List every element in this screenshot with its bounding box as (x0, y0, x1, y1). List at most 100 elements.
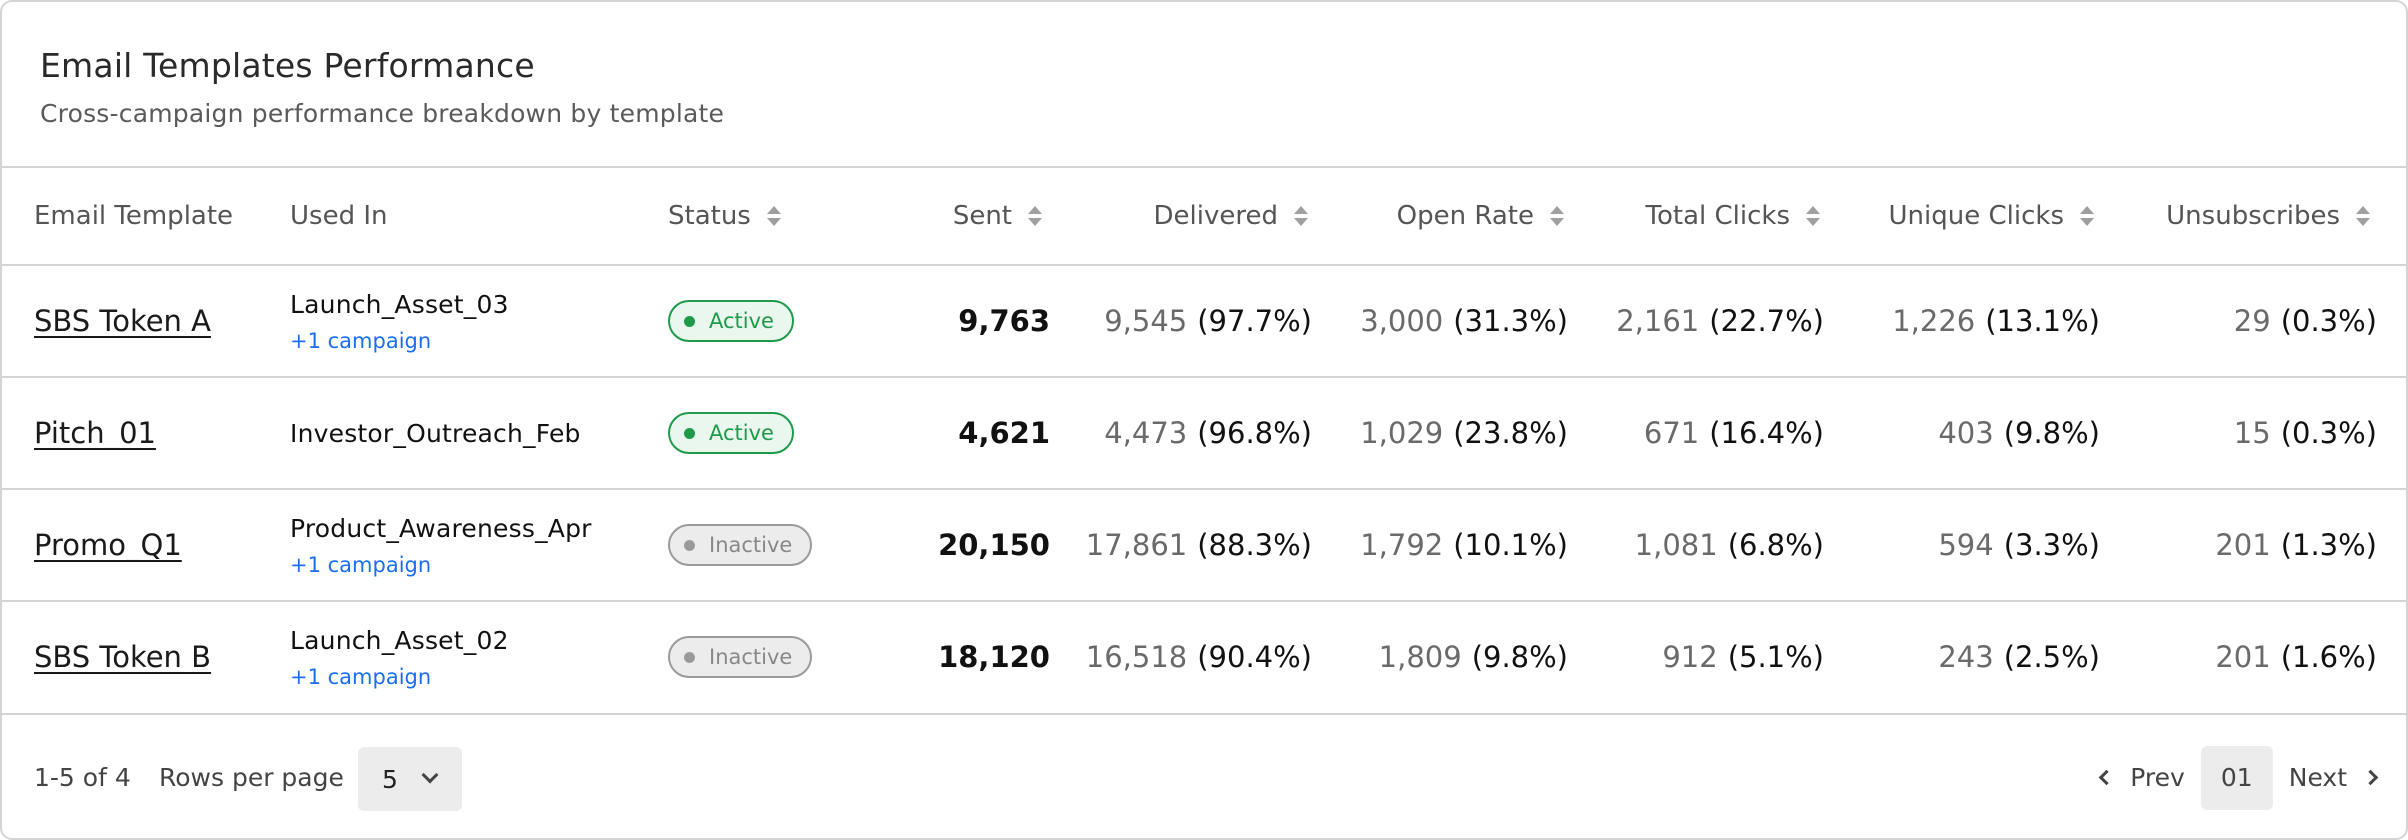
template-name-link[interactable]: Pitch_01 (34, 416, 157, 450)
status-dot-icon (684, 315, 695, 327)
status-dot-icon (684, 651, 695, 663)
column-header-unique-clicks[interactable]: Unique Clicks (1830, 168, 2094, 264)
opens-count: 3,000 (1360, 304, 1444, 338)
campaign-name: Investor_Outreach_Feb (290, 418, 581, 448)
sent-cell: 9,763 (882, 266, 1050, 376)
template-cell: SBS Token B (34, 602, 274, 712)
sort-arrows-icon[interactable] (1294, 206, 1308, 226)
delivered-cell: 4,473 (96.8%) (1062, 378, 1312, 488)
opens-count: 1,792 (1360, 528, 1444, 562)
unsubscribes-cell: 29 (0.3%) (2102, 266, 2377, 376)
unsubscribes-cell: 201 (1.3%) (2102, 490, 2377, 600)
sort-arrows-icon[interactable] (1806, 206, 1820, 226)
template-cell: Pitch_01 (34, 378, 274, 488)
sent-value: 4,621 (958, 416, 1050, 450)
clicks-count: 671 (1643, 416, 1700, 450)
open-rate-cell: 1,809 (9.8%) (1318, 602, 1568, 712)
column-header-total-clicks[interactable]: Total Clicks (1574, 168, 1820, 264)
card-header: Email Templates Performance Cross-campai… (40, 46, 724, 128)
prev-label: Prev (2130, 763, 2185, 792)
delivered-percent: (90.4%) (1197, 640, 1312, 674)
card-subtitle: Cross-campaign performance breakdown by … (40, 99, 725, 128)
column-header-unsubscribes[interactable]: Unsubscribes (2102, 168, 2370, 264)
column-header-label: Unique Clicks (1888, 201, 2064, 231)
column-header-open-rate[interactable]: Open Rate (1318, 168, 1564, 264)
column-header-label: Status (668, 201, 751, 231)
more-campaigns-link[interactable]: +1 campaign (290, 664, 432, 689)
unsubscribes-count: 201 (2215, 528, 2271, 562)
sort-arrows-icon[interactable] (1028, 206, 1042, 226)
campaign-name: Launch_Asset_03 (290, 289, 509, 319)
delivered-count: 17,861 (1085, 528, 1188, 562)
open-rate-cell: 1,029 (23.8%) (1318, 378, 1568, 488)
pagination: Prev 01 Next (2098, 715, 2379, 838)
rows-per-page-select[interactable]: 5 (358, 747, 462, 811)
total-clicks-cell: 912 (5.1%) (1574, 602, 1824, 712)
delivered-cell: 16,518 (90.4%) (1062, 602, 1312, 712)
table-row: SBS Token A Launch_Asset_03 +1 campaign … (2, 264, 2406, 376)
delivered-percent: (97.7%) (1197, 304, 1312, 338)
used-in-cell: Launch_Asset_02 +1 campaign (290, 602, 620, 712)
column-header-delivered[interactable]: Delivered (1062, 168, 1308, 264)
template-name-link[interactable]: Promo_Q1 (34, 528, 182, 562)
used-in-cell: Launch_Asset_03 +1 campaign (290, 266, 620, 376)
unique-clicks-percent: (3.3%) (2003, 528, 2100, 562)
status-label: Active (709, 421, 774, 445)
sort-arrows-icon[interactable] (2356, 206, 2370, 226)
total-clicks-cell: 2,161 (22.7%) (1574, 266, 1824, 376)
table-footer: 1-5 of 4 Rows per page 5 Prev 01 Next (2, 713, 2406, 838)
status-cell: Inactive (668, 602, 898, 712)
current-page-button[interactable]: 01 (2200, 745, 2273, 810)
status-dot-icon (684, 427, 695, 439)
sent-cell: 4,621 (882, 378, 1050, 488)
unsubscribes-count: 201 (2215, 640, 2271, 674)
template-name-link[interactable]: SBS Token A (34, 304, 211, 338)
next-label: Next (2288, 763, 2347, 792)
unique-clicks-percent: (2.5%) (2003, 640, 2100, 674)
chevron-left-icon (2098, 769, 2115, 786)
column-header-label: Total Clicks (1645, 201, 1791, 231)
column-header-used-in: Used In (290, 168, 620, 264)
sort-arrows-icon[interactable] (1550, 206, 1564, 226)
delivered-percent: (88.3%) (1197, 528, 1312, 562)
sort-arrows-icon[interactable] (2080, 206, 2094, 226)
open-rate-percent: (10.1%) (1453, 528, 1568, 562)
status-dot-icon (684, 539, 695, 551)
unsubscribes-percent: (0.3%) (2280, 416, 2377, 450)
template-name-link[interactable]: SBS Token B (34, 640, 212, 674)
clicks-count: 2,161 (1616, 304, 1700, 338)
pagination-range: 1-5 of 4 (34, 763, 131, 792)
status-label: Active (709, 309, 774, 333)
open-rate-percent: (9.8%) (1471, 640, 1568, 674)
column-header-status[interactable]: Status (668, 168, 898, 264)
status-cell: Active (668, 378, 898, 488)
clicks-percent: (16.4%) (1709, 416, 1824, 450)
column-header-sent[interactable]: Sent (882, 168, 1042, 264)
more-campaigns-link[interactable]: +1 campaign (290, 552, 432, 577)
unsubscribes-percent: (0.3%) (2280, 304, 2377, 338)
status-label: Inactive (709, 645, 793, 669)
status-cell: Inactive (668, 490, 898, 600)
more-campaigns-link[interactable]: +1 campaign (290, 328, 432, 353)
unique-clicks-percent: (9.8%) (2003, 416, 2100, 450)
sort-arrows-icon[interactable] (766, 206, 781, 226)
next-page-button[interactable]: Next (2288, 763, 2379, 792)
campaign-name: Launch_Asset_02 (290, 625, 509, 655)
prev-page-button[interactable]: Prev (2098, 763, 2185, 792)
unique-clicks-count: 243 (1938, 640, 1994, 674)
unsubscribes-cell: 201 (1.6%) (2102, 602, 2377, 712)
unique-clicks-percent: (13.1%) (1985, 304, 2100, 338)
column-header-label: Open Rate (1396, 201, 1534, 231)
delivered-count: 9,545 (1104, 304, 1188, 338)
unique-clicks-cell: 594 (3.3%) (1830, 490, 2100, 600)
status-badge: Inactive (668, 524, 813, 566)
delivered-count: 4,473 (1104, 416, 1188, 450)
unique-clicks-cell: 243 (2.5%) (1830, 602, 2100, 712)
open-rate-cell: 1,792 (10.1%) (1318, 490, 1568, 600)
rows-per-page-label: Rows per page (159, 763, 344, 792)
unsubscribes-percent: (1.3%) (2280, 528, 2377, 562)
sent-value: 9,763 (958, 304, 1050, 338)
unsubscribes-cell: 15 (0.3%) (2102, 378, 2377, 488)
table-row: Promo_Q1 Product_Awareness_Apr +1 campai… (2, 488, 2406, 600)
